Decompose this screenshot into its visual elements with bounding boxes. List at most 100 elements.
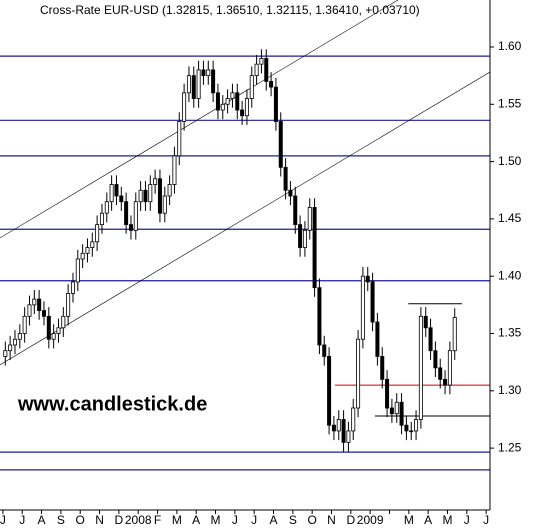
x-tick-label: A [38,513,46,527]
candle-body [75,258,80,283]
x-tick-label: M [442,513,452,527]
x-tick-label: J [232,513,238,527]
x-tick-label: O [76,513,85,527]
candle-body [124,201,129,226]
candle-body [128,224,133,231]
candle-body [346,430,351,443]
y-tick-label: 1.45 [498,211,522,225]
candle-body [336,419,341,432]
x-tick-label: 2009 [357,513,384,527]
candle-body [443,378,448,386]
x-tick-label: D [346,513,355,527]
candle-body [51,333,56,340]
candle-body [211,69,216,94]
x-tick-label: O [307,513,316,527]
candle-body [182,92,187,122]
candle-body [327,356,332,426]
candle-body [423,315,428,329]
candle-body [254,63,259,77]
candle-body [22,315,27,334]
candle-body [70,281,75,294]
trend-line [0,0,399,239]
trend-line [0,71,490,366]
candle-body [27,304,32,317]
candle-body [389,407,394,415]
candle-body [351,407,356,432]
candle-body [356,338,361,409]
x-tick-label: F [154,513,161,527]
candle-body [244,98,249,117]
candle-body [85,247,90,254]
candle-body [95,224,100,243]
candle-body [90,241,95,248]
chart-title: Cross-Rate EUR-USD (1.32815, 1.36510, 1.… [40,3,420,17]
candle-body [302,229,307,248]
x-tick-label: J [0,513,6,527]
candle-body [157,178,162,214]
candle-body [8,344,13,352]
candle-body [360,275,365,340]
candle-body [17,333,22,340]
candle-body [273,86,278,122]
candle-body [298,224,303,248]
candle-body [452,317,457,352]
candle-body [409,430,414,433]
x-tick-label: J [464,513,470,527]
candle-body [341,419,346,443]
candle-body [375,321,380,357]
y-tick-label: 1.40 [498,268,522,282]
candle-body [249,75,254,99]
x-tick-label: M [404,513,414,527]
candle-body [12,338,17,346]
y-tick-label: 1.55 [498,96,522,110]
candle-body [80,252,85,260]
watermark: www.candlestick.de [17,393,207,415]
candle-body [447,350,452,386]
x-tick-label: S [289,513,297,527]
candle-body [186,75,191,94]
candle-body [3,350,8,357]
candle-body [191,75,196,99]
candle-body [104,201,109,214]
candle-body [322,344,327,357]
candle-body [307,207,312,231]
candle-body [259,58,264,65]
candle-body [264,58,269,82]
candle-body [317,287,322,346]
candle-body [399,401,404,426]
candle-body [32,298,37,306]
candle-body [428,327,433,352]
candle-body [61,315,66,329]
candle-body [201,69,206,77]
candle-body [138,189,143,203]
candle-body [143,189,148,203]
x-tick-label: J [19,513,25,527]
candle-body [114,184,119,197]
candle-body [438,367,443,380]
candle-body [394,401,399,415]
candle-body [215,92,220,111]
candle-body [177,121,182,157]
candle-body [380,356,385,380]
candle-body [269,80,274,88]
candle-body [119,195,124,203]
candle-body [153,178,158,185]
candle-body [235,92,240,111]
x-tick-label: M [211,513,221,527]
x-tick-label: N [327,513,336,527]
x-tick-label: A [270,513,278,527]
candle-body [167,184,172,197]
candle-body [404,424,409,432]
y-tick-label: 1.60 [498,39,522,53]
y-tick-label: 1.35 [498,326,522,340]
x-tick-label: A [424,513,432,527]
y-tick-label: 1.25 [498,440,522,454]
candle-body [370,281,375,323]
candle-body [365,275,370,283]
candle-body [240,109,245,117]
y-tick-label: 1.50 [498,154,522,168]
x-tick-label: D [115,513,124,527]
candle-body [331,424,336,432]
x-tick-label: 2008 [125,513,152,527]
